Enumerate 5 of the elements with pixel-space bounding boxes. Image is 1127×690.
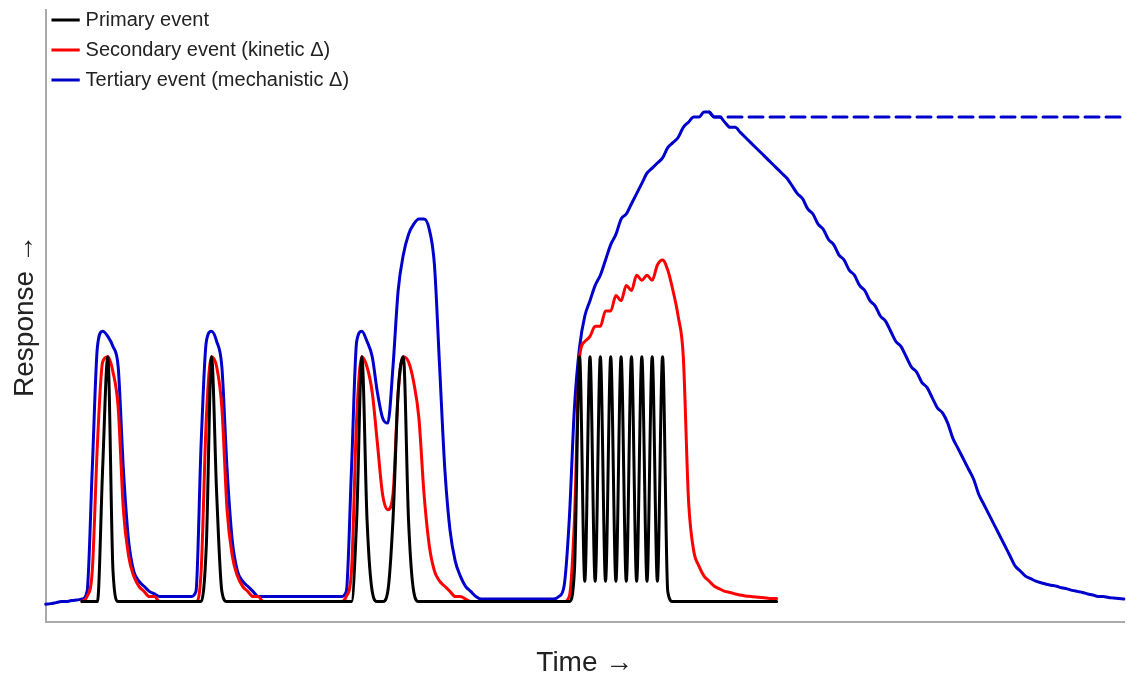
legend-label: Secondary event (kinetic Δ) xyxy=(85,37,331,60)
legend-label: Primary event xyxy=(85,7,210,30)
legend-label: Tertiary event (mechanistic Δ) xyxy=(85,67,350,90)
x-axis-title: Time → xyxy=(536,645,634,677)
y-axis-title: Response → xyxy=(7,235,39,397)
